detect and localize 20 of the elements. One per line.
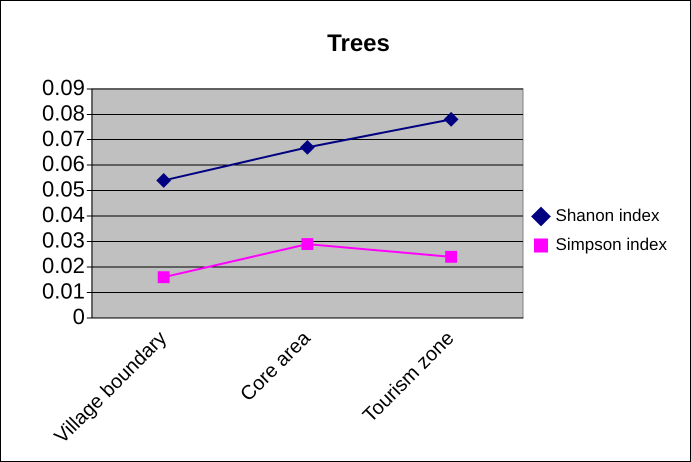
point — [156, 173, 171, 188]
y-tick-label: 0.05 — [42, 176, 85, 202]
y-tick-label: 0.04 — [42, 202, 85, 228]
y-tick-label: 0.06 — [42, 151, 85, 176]
y-tick-label: 0.09 — [42, 74, 85, 100]
point — [444, 112, 458, 126]
y-tick-label: 0.08 — [42, 100, 85, 126]
y-tick-label: 0.02 — [42, 253, 85, 278]
legend-label: Simpson index — [555, 235, 668, 254]
y-tick-label: 0.07 — [42, 126, 85, 151]
x-tick-label: Core area — [236, 326, 316, 406]
point — [445, 250, 458, 263]
y-tick-label: 0 — [72, 304, 85, 329]
legend-label: Shanon index — [555, 206, 660, 226]
y-tick-label: 0.01 — [42, 278, 85, 304]
y-tick-label: 0.03 — [42, 228, 85, 253]
point — [301, 238, 314, 250]
chart-title: Trees — [327, 30, 390, 58]
point — [158, 271, 170, 284]
point — [300, 140, 314, 154]
